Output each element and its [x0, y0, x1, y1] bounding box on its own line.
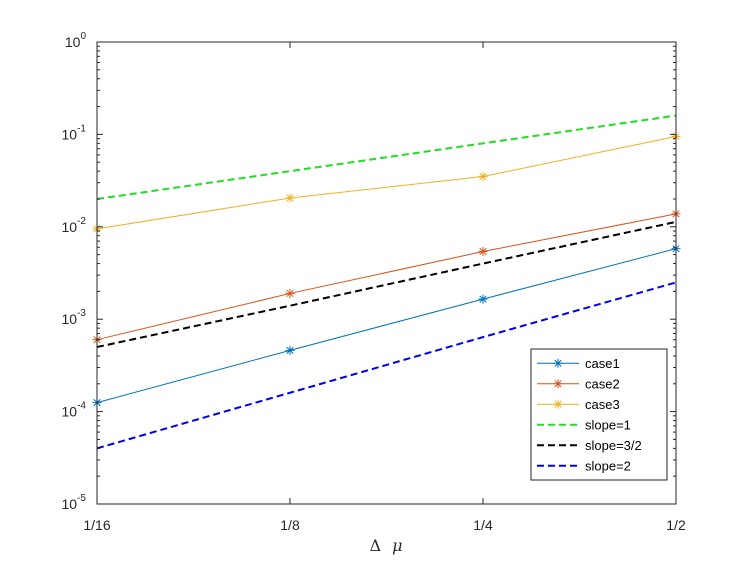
- legend-marker-case3: [553, 399, 563, 409]
- ticks-layer: 1/16 1/8 1/4 1/2 10-5 10-4 10-3 10-2 10-1 100: [62, 31, 686, 533]
- legend-marker-case1: [553, 358, 563, 368]
- series-line-case2: [96, 213, 677, 341]
- y-tick-label: 10-4: [62, 401, 87, 420]
- data-point-case2-3: [478, 247, 488, 257]
- series-line-slope-1: [96, 114, 677, 200]
- data-point-case3-3: [478, 172, 488, 182]
- y-tick-label: 100: [65, 31, 87, 50]
- x-tick-label: 1/2: [666, 517, 686, 533]
- axes-box: [96, 41, 677, 505]
- data-point-case3-2: [285, 193, 295, 203]
- axes-layer: [96, 41, 677, 505]
- y-tick-label: 10-2: [62, 216, 87, 235]
- legend-label: slope=3/2: [585, 438, 642, 453]
- legend-label: case2: [585, 376, 620, 391]
- data-point-case1-2: [285, 345, 295, 355]
- series-line-slope-2: [96, 281, 677, 450]
- y-tick-label: 10-1: [62, 123, 87, 142]
- x-axis-title: Δ μ: [369, 536, 402, 555]
- legend-marker-case2: [553, 379, 563, 389]
- series-line-case1: [96, 248, 677, 404]
- legend-label: slope=2: [585, 458, 631, 473]
- legend-label: case1: [585, 356, 620, 371]
- series-line-case3: [96, 135, 677, 230]
- data-point-case1-3: [478, 294, 488, 304]
- legend-label: case3: [585, 397, 620, 412]
- data-point-case2-2: [285, 288, 295, 298]
- legend-box: [530, 348, 668, 481]
- x-tick-label: 1/4: [473, 517, 493, 533]
- legend-label: slope=1: [585, 417, 631, 432]
- legend: case1 case2 case3 slope=1 slope=3/2 slope=2: [530, 348, 668, 481]
- x-tick-label: 1/8: [280, 517, 300, 533]
- x-axis-variable: μ: [392, 536, 402, 555]
- y-tick-label: 10-5: [62, 493, 87, 512]
- y-tick-label: 10-3: [62, 308, 87, 327]
- x-axis-symbol: Δ: [369, 536, 381, 555]
- x-tick-label: 1/16: [83, 517, 110, 533]
